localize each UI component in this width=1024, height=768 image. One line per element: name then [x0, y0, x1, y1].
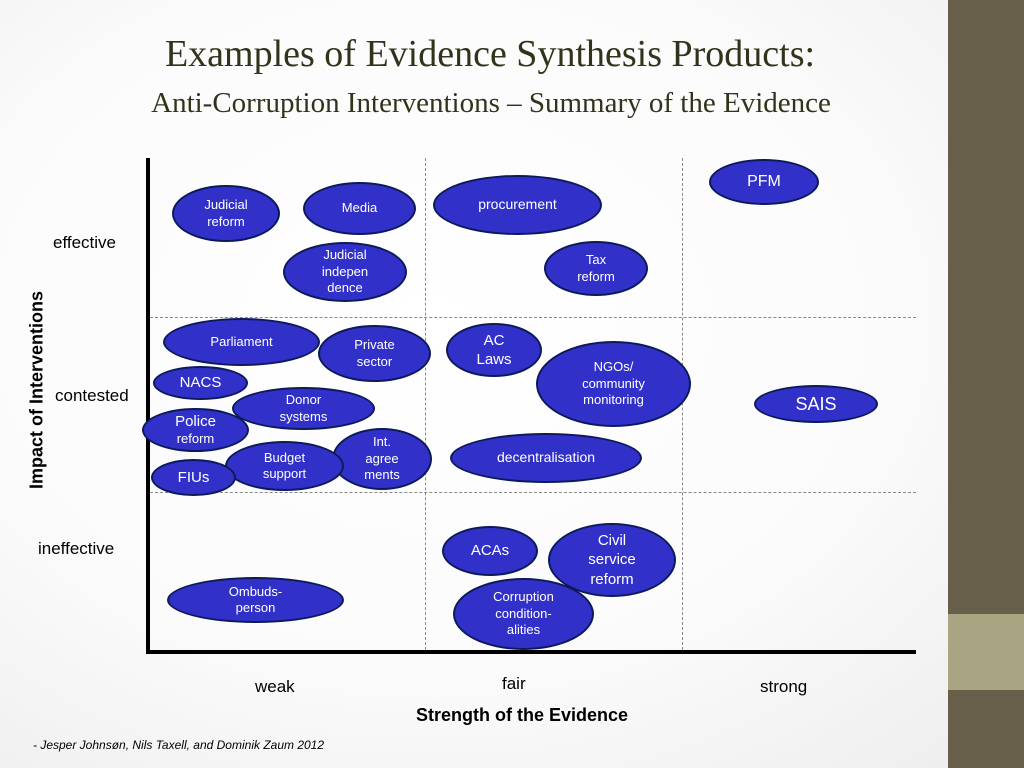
y-level-contested: contested	[55, 386, 129, 405]
node-label-line: reform	[176, 431, 215, 447]
node-ombudsperson[interactable]: Ombuds- person	[167, 577, 344, 623]
node-label: FIUs	[177, 468, 210, 486]
node-judicial-reform[interactable]: Judicial reform	[172, 185, 280, 242]
grid-line-horizontal-2	[150, 492, 916, 493]
node-label: Donor systems	[279, 392, 328, 424]
node-corruption-conditionalities[interactable]: Corruption condition- alities	[453, 578, 594, 650]
node-label: SAIS	[795, 393, 837, 414]
y-level-ineffective: ineffective	[38, 539, 115, 558]
node-label: Budget support	[262, 449, 307, 482]
y-axis-title: Impact of Interventions	[26, 290, 47, 490]
x-level-weak: weak	[255, 677, 295, 696]
grid-line-horizontal-1	[150, 317, 916, 318]
node-label: Parliament	[210, 333, 273, 349]
node-label: AC Laws	[476, 331, 512, 368]
node-label: Tax reform	[577, 252, 615, 284]
y-level-effective: effective	[53, 233, 117, 252]
x-level-fair: fair	[502, 674, 526, 693]
node-procurement[interactable]: procurement	[433, 175, 602, 235]
node-police-reform[interactable]: Police reform	[142, 408, 249, 452]
node-fius[interactable]: FIUs	[151, 459, 236, 496]
grid-line-vertical-2	[682, 158, 683, 650]
node-budget-support[interactable]: Budget support	[225, 441, 344, 491]
node-label: Judicial reform	[204, 197, 248, 229]
node-nacs[interactable]: NACS	[153, 366, 248, 400]
node-civil-service-reform[interactable]: Civil service reform	[548, 523, 676, 597]
page-subtitle: Anti-Corruption Interventions – Summary …	[151, 87, 831, 119]
node-label: ACAs	[470, 542, 510, 560]
node-ngos-community-monitoring[interactable]: NGOs/ community monitoring	[536, 341, 691, 427]
node-label: NGOs/ community monitoring	[582, 359, 645, 408]
x-level-strong: strong	[760, 677, 808, 696]
node-label: Police reform	[175, 412, 216, 448]
node-label-line: Police	[175, 413, 216, 431]
node-label: Int. agree ments	[364, 434, 400, 483]
node-parliament[interactable]: Parliament	[163, 318, 320, 366]
node-label: Judicial indepen dence	[321, 247, 369, 296]
node-acas[interactable]: ACAs	[442, 526, 538, 576]
y-axis-line	[146, 158, 150, 652]
node-private-sector[interactable]: Private sector	[318, 325, 431, 382]
x-axis-line	[146, 650, 916, 654]
x-axis-title: Strength of the Evidence	[415, 705, 629, 725]
node-decentralisation[interactable]: decentralisation	[450, 433, 642, 483]
node-ac-laws[interactable]: AC Laws	[446, 323, 542, 377]
node-pfm[interactable]: PFM	[709, 159, 819, 205]
node-label: PFM	[747, 172, 781, 190]
grid-line-vertical-1	[425, 158, 426, 650]
page-title: Examples of Evidence Synthesis Products:	[164, 33, 816, 75]
node-label: Ombuds- person	[228, 583, 283, 616]
citation: - Jesper Johnsøn, Nils Taxell, and Domin…	[33, 738, 325, 752]
node-label: decentralisation	[496, 449, 596, 466]
node-label: NACS	[179, 374, 222, 392]
node-sais[interactable]: SAIS	[754, 385, 878, 423]
node-label: Civil service reform	[588, 532, 636, 588]
sidebar-accent-block	[948, 614, 1024, 690]
node-label: Private sector	[354, 337, 395, 369]
node-judicial-independence[interactable]: Judicial indepen dence	[283, 242, 407, 302]
node-label: Corruption condition- alities	[493, 589, 554, 638]
node-media[interactable]: Media	[303, 182, 416, 235]
node-int-agreements[interactable]: Int. agree ments	[332, 428, 432, 490]
node-donor-systems[interactable]: Donor systems	[232, 387, 375, 430]
node-label: Media	[341, 200, 378, 216]
node-tax-reform[interactable]: Tax reform	[544, 241, 648, 296]
node-label: procurement	[478, 196, 557, 213]
